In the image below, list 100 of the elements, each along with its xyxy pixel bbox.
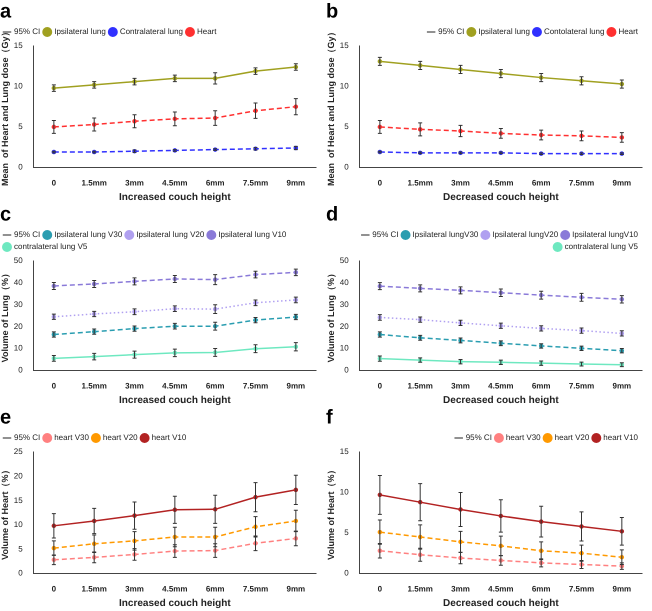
x-tick-label: 3mm [125,178,144,188]
x-tick-label: 1.5mm [408,584,433,594]
y-tick-label: 15 [14,496,24,505]
chart-title: d [326,204,338,226]
legend-title: 95% CI [438,27,464,36]
x-tick-label: 4.5mm [162,178,188,188]
y-tick-label: 0 [344,366,350,375]
x-tick-label: 7.5mm [568,584,594,594]
x-axis-title: Decreased couch height [443,598,560,609]
legend-label: Ipsilateral lung V20 [136,230,205,240]
x-tick-label: 1.5mm [82,178,107,188]
legend-label: Contralateral lung [120,27,183,36]
y-tick-label: 30 [14,300,24,309]
legend-label: Ipsilateral lungV30 [412,230,479,240]
x-axis-title: Increased couch height [119,598,232,609]
legend-label: Ipsilateral lungV20 [492,230,559,240]
x-tick-label: 4.5mm [488,178,514,188]
y-axis-title: Volume of Heart（%） [0,466,10,560]
legend-label: contralateral lung V5 [564,242,639,252]
x-tick-label: 9mm [612,178,632,188]
x-tick-label: 1.5mm [82,584,107,594]
y-tick-label: 10 [340,488,350,497]
y-tick-label: 10 [14,82,24,91]
x-tick-label: 4.5mm [162,381,188,390]
y-tick-label: 0 [18,366,24,375]
y-axis-title: Volume of Lung（%） [0,269,10,362]
x-tick-label: 9mm [286,381,306,390]
y-tick-label: 10 [14,344,24,353]
legend-label: Heart [196,27,218,36]
legend-label: Heart [618,27,639,36]
y-tick-label: 5 [18,544,24,554]
x-tick-label: 6mm [532,178,551,188]
legend-label: heart V30 [506,433,542,442]
x-tick-label: 7.5mm [242,178,268,188]
x-tick-label: 1.5mm [408,178,433,188]
y-tick-label: 40 [14,278,24,288]
y-tick-label: 30 [340,300,350,309]
x-tick-label: 0 [52,381,57,390]
y-tick-label: 0 [18,568,24,578]
legend-label: Ipsilateral lung [54,27,106,36]
x-tick-label: 7.5mm [242,381,268,390]
legend-title: 95% CI [372,230,399,240]
y-tick-label: 50 [14,256,24,266]
y-tick-label: 15 [340,447,350,456]
x-tick-label: 0 [378,584,383,594]
x-tick-label: 6mm [532,381,551,390]
y-tick-label: 10 [340,82,350,91]
legend-title: 95% CI [14,230,40,240]
x-tick-label: 4.5mm [488,381,514,390]
x-tick-label: 3mm [451,584,470,594]
y-tick-label: 0 [344,162,350,172]
x-tick-label: 4.5mm [488,584,514,594]
x-tick-label: 3mm [451,178,470,188]
x-tick-label: 9mm [286,178,306,188]
y-axis-title: Mean of Heart and Lung dose（Gy） [326,27,336,186]
x-tick-label: 0 [52,178,57,188]
x-tick-label: 0 [378,381,383,390]
y-tick-label: 20 [340,322,350,331]
x-tick-label: 9mm [612,584,632,594]
x-tick-label: 7.5mm [242,584,268,594]
legend-label: Ipsilateral lung [478,27,530,36]
legend-label: Ipsilateral lung V10 [218,230,287,240]
y-tick-label: 15 [340,41,350,50]
y-tick-label: 10 [340,344,350,353]
legend-title: 95% CI [466,433,492,442]
legend-label: heart V10 [152,433,187,442]
x-tick-label: 0 [52,584,57,594]
y-tick-label: 20 [14,322,24,331]
y-tick-label: 10 [14,520,24,530]
y-tick-label: 5 [18,122,24,132]
x-tick-label: 6mm [206,381,225,390]
legend-label: Contolateral lung [544,27,604,36]
chart-title: a [0,0,12,23]
x-tick-label: 0 [378,178,383,188]
x-tick-label: 6mm [532,584,551,594]
y-tick-label: 50 [340,256,350,266]
y-axis-title: Volume of Heart（%） [326,466,336,560]
legend-label: Ipsilateral lungV10 [572,230,639,240]
x-tick-label: 1.5mm [82,381,107,390]
y-tick-label: 20 [14,471,24,480]
x-tick-label: 3mm [451,381,470,390]
x-tick-label: 9mm [286,584,306,594]
x-tick-label: 7.5mm [568,381,594,390]
x-tick-label: 4.5mm [162,584,188,594]
legend-title: 95% CI [14,27,40,36]
x-tick-label: 6mm [206,584,225,594]
x-axis-title: Decreased couch height [443,192,560,203]
x-tick-label: 3mm [125,584,144,594]
y-tick-label: 25 [14,447,24,456]
chart-title: c [0,204,12,226]
chart-title: b [326,0,338,23]
y-tick-label: 0 [344,568,350,578]
legend-title: 95% CI [14,433,40,442]
legend-label: contralateral lung V5 [14,242,88,252]
y-tick-label: 15 [14,41,24,50]
x-axis-title: Increased couch height [119,192,232,203]
legend-label: heart V10 [603,433,639,442]
x-axis-title: Increased couch height [119,394,232,406]
x-axis-title: Decreased couch height [443,394,560,406]
chart-title: f [326,406,333,429]
